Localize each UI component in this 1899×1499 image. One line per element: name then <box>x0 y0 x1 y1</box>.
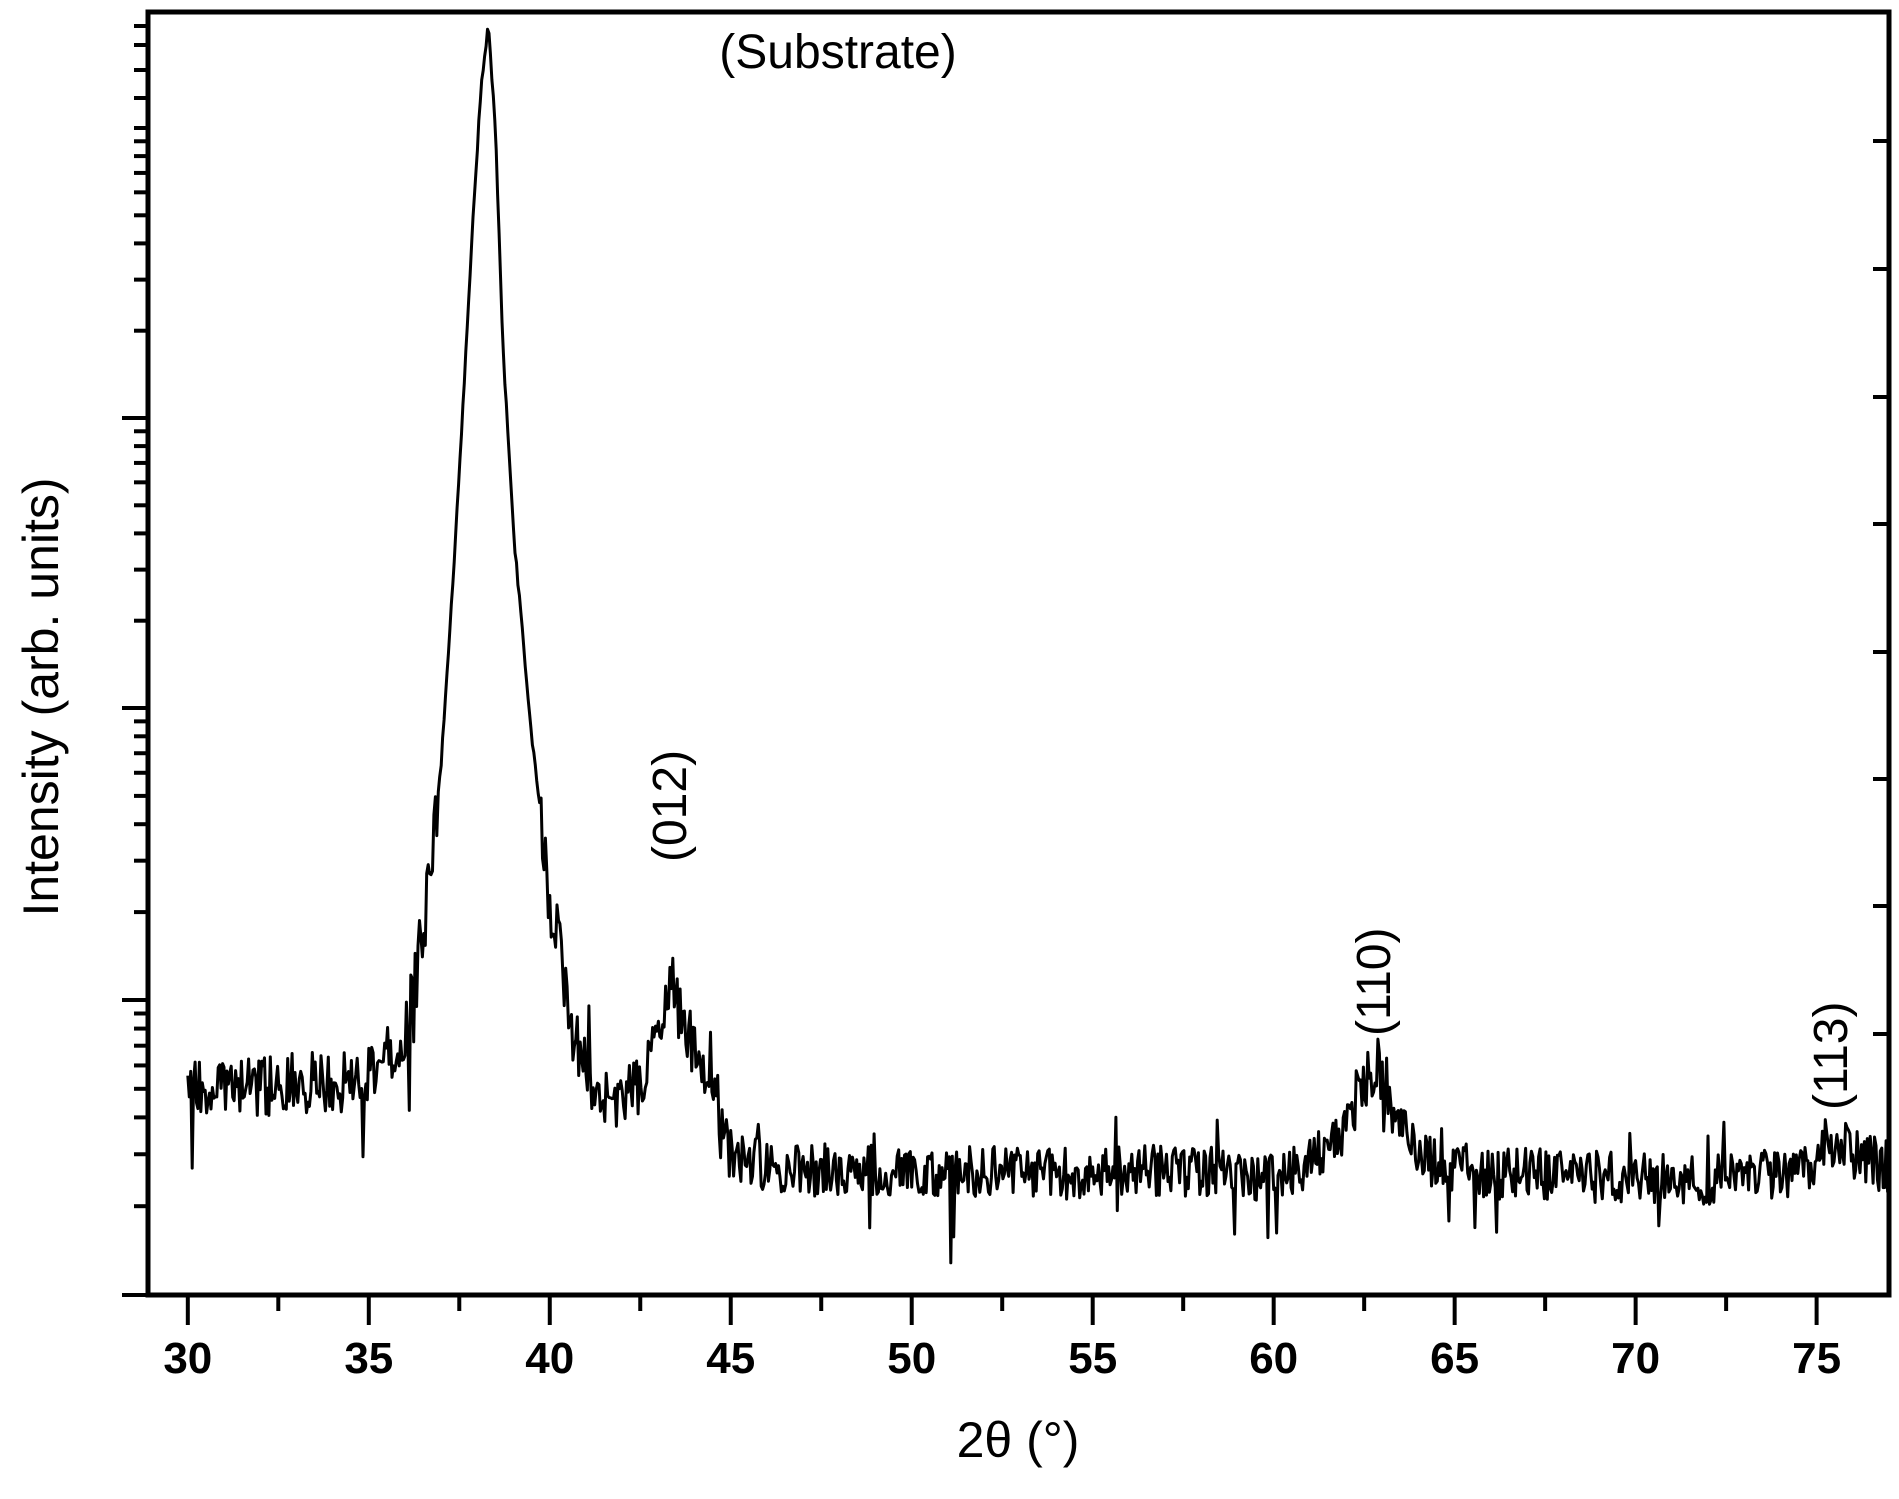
peak-label: (110) <box>1348 928 1401 1037</box>
xrd-curve-layer <box>186 27 1891 1265</box>
x-tick-label: 55 <box>1068 1334 1117 1383</box>
x-tick-label: 65 <box>1430 1334 1479 1383</box>
x-axis-title: 2θ (°) <box>957 1412 1080 1468</box>
axis-ticks <box>122 24 1889 1325</box>
peak-label: (012) <box>644 750 697 862</box>
peak-label: (Substrate) <box>719 26 956 79</box>
peak-annotations: (Substrate) (012) (110) (113) <box>644 26 1858 1110</box>
peak-label: (113) <box>1805 1002 1858 1111</box>
xrd-data-line <box>186 27 1891 1265</box>
x-tick-label: 50 <box>887 1334 936 1383</box>
x-tick-label: 45 <box>706 1334 755 1383</box>
x-tick-label: 75 <box>1792 1334 1841 1383</box>
x-tick-label: 60 <box>1249 1334 1298 1383</box>
x-tick-labels: 30 35 40 45 50 55 60 65 70 75 <box>163 1334 1841 1383</box>
x-tick-label: 40 <box>525 1334 574 1383</box>
x-tick-label: 30 <box>163 1334 212 1383</box>
x-tick-label: 70 <box>1611 1334 1660 1383</box>
y-axis-title: Intensity (arb. units) <box>13 477 69 916</box>
x-tick-label: 35 <box>344 1334 393 1383</box>
